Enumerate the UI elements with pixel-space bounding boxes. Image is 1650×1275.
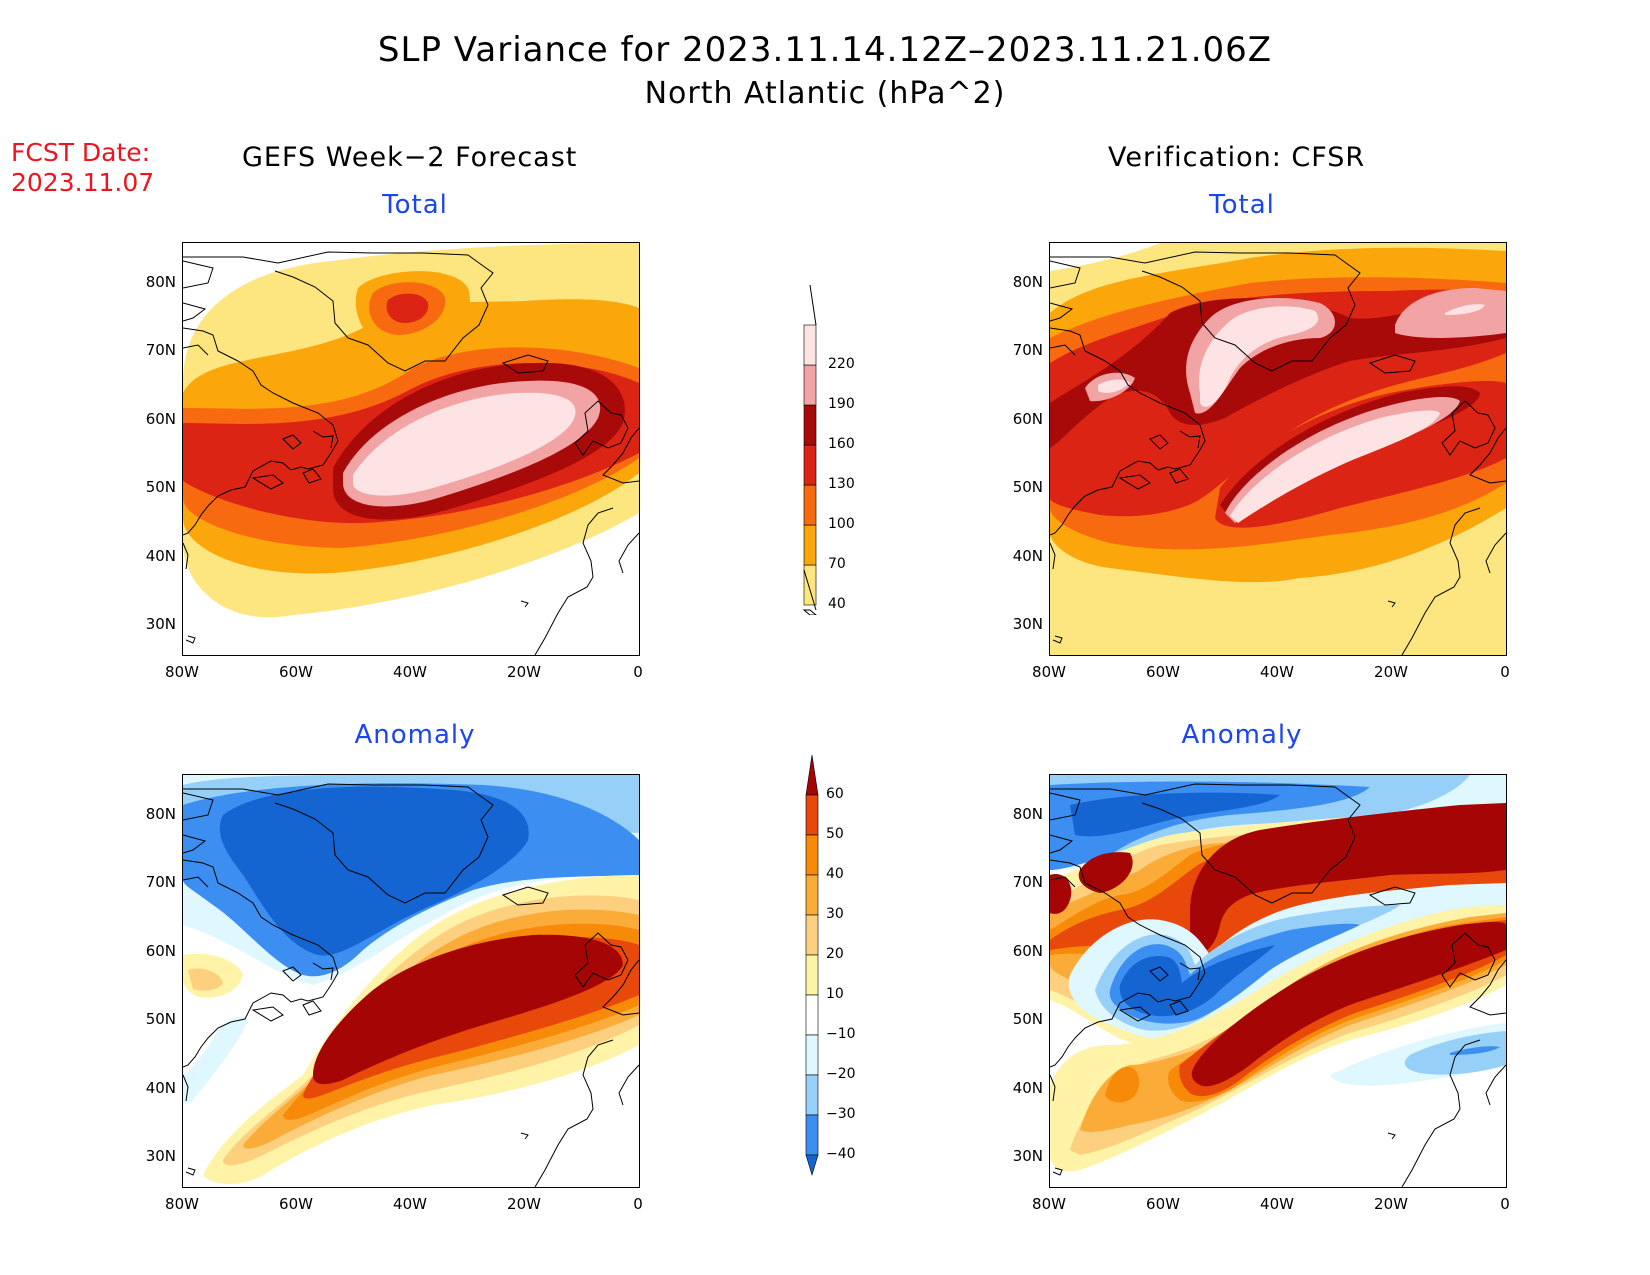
colorbar-anomaly-label: 20	[826, 946, 844, 962]
panel-title-forecast-anomaly: Anomaly	[354, 720, 476, 750]
lat-tick-label: 40N	[1012, 547, 1043, 565]
lat-tick-label: 60N	[145, 410, 176, 428]
lon-tick-label: 20W	[1374, 1195, 1408, 1213]
colorbar-anomaly-swatch	[805, 914, 819, 956]
colorbar-total	[802, 285, 817, 615]
colorbar-anomaly-swatch	[805, 954, 819, 996]
figure-subtitle: North Atlantic (hPa^2)	[644, 76, 1006, 111]
colorbar-anomaly-label: 60	[826, 786, 844, 802]
colorbar-total-label: 100	[828, 516, 855, 532]
colorbar-anomaly-swatch	[805, 1154, 819, 1177]
map-verification-total	[1049, 242, 1507, 656]
colorbar-anomaly-label: −20	[826, 1066, 856, 1082]
colorbar-anomaly-label: 50	[826, 826, 844, 842]
lat-tick-label: 40N	[145, 547, 176, 565]
lat-tick-label: 30N	[1012, 1147, 1043, 1165]
lat-tick-label: 50N	[145, 478, 176, 496]
lat-tick-label: 50N	[1012, 478, 1043, 496]
colorbar-total-swatch	[803, 524, 817, 566]
lon-tick-label: 20W	[507, 1195, 541, 1213]
lon-tick-label: 40W	[1260, 663, 1294, 681]
map-verification-anomaly	[1049, 774, 1507, 1188]
lon-tick-label: 40W	[1260, 1195, 1294, 1213]
lat-tick-label: 50N	[145, 1010, 176, 1028]
lon-tick-label: 20W	[507, 663, 541, 681]
lat-tick-label: 70N	[1012, 341, 1043, 359]
lat-tick-label: 30N	[1012, 615, 1043, 633]
colorbar-total-swatch	[803, 364, 817, 406]
lon-tick-label: 40W	[393, 663, 427, 681]
colorbar-anomaly-swatch	[805, 834, 819, 876]
colorbar-total-swatch	[803, 484, 817, 526]
colorbar-anomaly-label: −30	[826, 1106, 856, 1122]
colorbar-total-swatch	[803, 564, 817, 606]
verification-column-heading: Verification: CFSR	[1108, 142, 1366, 173]
colorbar-total-label: 190	[828, 396, 855, 412]
lon-tick-label: 20W	[1374, 663, 1408, 681]
lon-tick-label: 60W	[279, 663, 313, 681]
map-forecast-total	[182, 242, 640, 656]
colorbar-anomaly-swatch	[805, 1114, 819, 1156]
lon-tick-label: 60W	[1146, 1195, 1180, 1213]
lat-tick-label: 80N	[145, 805, 176, 823]
lat-tick-label: 80N	[1012, 805, 1043, 823]
colorbar-anomaly-swatch	[805, 1074, 819, 1116]
lon-tick-label: 0	[1500, 1195, 1510, 1213]
lon-tick-label: 40W	[393, 1195, 427, 1213]
colorbar-total-label: 70	[828, 556, 846, 572]
colorbar-anomaly-label: 40	[826, 866, 844, 882]
lat-tick-label: 60N	[1012, 410, 1043, 428]
lat-tick-label: 80N	[145, 273, 176, 291]
lat-tick-label: 40N	[1012, 1079, 1043, 1097]
lat-tick-label: 30N	[145, 1147, 176, 1165]
lat-tick-label: 40N	[145, 1079, 176, 1097]
figure-title: SLP Variance for 2023.11.14.12Z–2023.11.…	[377, 30, 1273, 70]
lon-tick-label: 0	[1500, 663, 1510, 681]
lon-tick-label: 80W	[165, 1195, 199, 1213]
colorbar-total-swatch	[803, 324, 817, 366]
colorbar-anomaly-swatch	[805, 874, 819, 916]
lon-tick-label: 60W	[1146, 663, 1180, 681]
lat-tick-label: 70N	[145, 341, 176, 359]
lon-tick-label: 0	[633, 663, 643, 681]
colorbar-anomaly-swatch	[805, 994, 819, 1036]
fcst-date-label: FCST Date:	[11, 138, 151, 167]
colorbar-total-swatch	[803, 444, 817, 486]
colorbar-anomaly-label: 10	[826, 986, 844, 1002]
colorbar-total-label: 40	[828, 596, 846, 612]
lat-tick-label: 50N	[1012, 1010, 1043, 1028]
lat-tick-label: 30N	[145, 615, 176, 633]
map-forecast-anomaly	[182, 774, 640, 1188]
forecast-column-heading: GEFS Week−2 Forecast	[242, 142, 578, 173]
lat-tick-label: 60N	[1012, 942, 1043, 960]
panel-title-forecast-total: Total	[382, 190, 448, 220]
lat-tick-label: 70N	[1012, 873, 1043, 891]
lon-tick-label: 80W	[165, 663, 199, 681]
colorbar-anomaly-label: −10	[826, 1026, 856, 1042]
colorbar-anomaly-swatch	[805, 755, 819, 796]
colorbar-total-label: 130	[828, 476, 855, 492]
panel-title-verification-anomaly: Anomaly	[1181, 720, 1303, 750]
fcst-date-value: 2023.11.07	[11, 168, 155, 197]
lat-tick-label: 80N	[1012, 273, 1043, 291]
colorbar-total-label: 220	[828, 356, 855, 372]
colorbar-total-swatch	[803, 404, 817, 446]
lon-tick-label: 0	[633, 1195, 643, 1213]
lon-tick-label: 80W	[1032, 1195, 1066, 1213]
colorbar-total-label: 160	[828, 436, 855, 452]
colorbar-anomaly	[805, 755, 819, 1177]
lon-tick-label: 80W	[1032, 663, 1066, 681]
panel-title-verification-total: Total	[1209, 190, 1275, 220]
lat-tick-label: 60N	[145, 942, 176, 960]
lon-tick-label: 60W	[279, 1195, 313, 1213]
colorbar-anomaly-swatch	[805, 1034, 819, 1076]
colorbar-anomaly-label: 30	[826, 906, 844, 922]
colorbar-anomaly-label: −40	[826, 1146, 856, 1162]
lat-tick-label: 70N	[145, 873, 176, 891]
colorbar-anomaly-swatch	[805, 794, 819, 836]
